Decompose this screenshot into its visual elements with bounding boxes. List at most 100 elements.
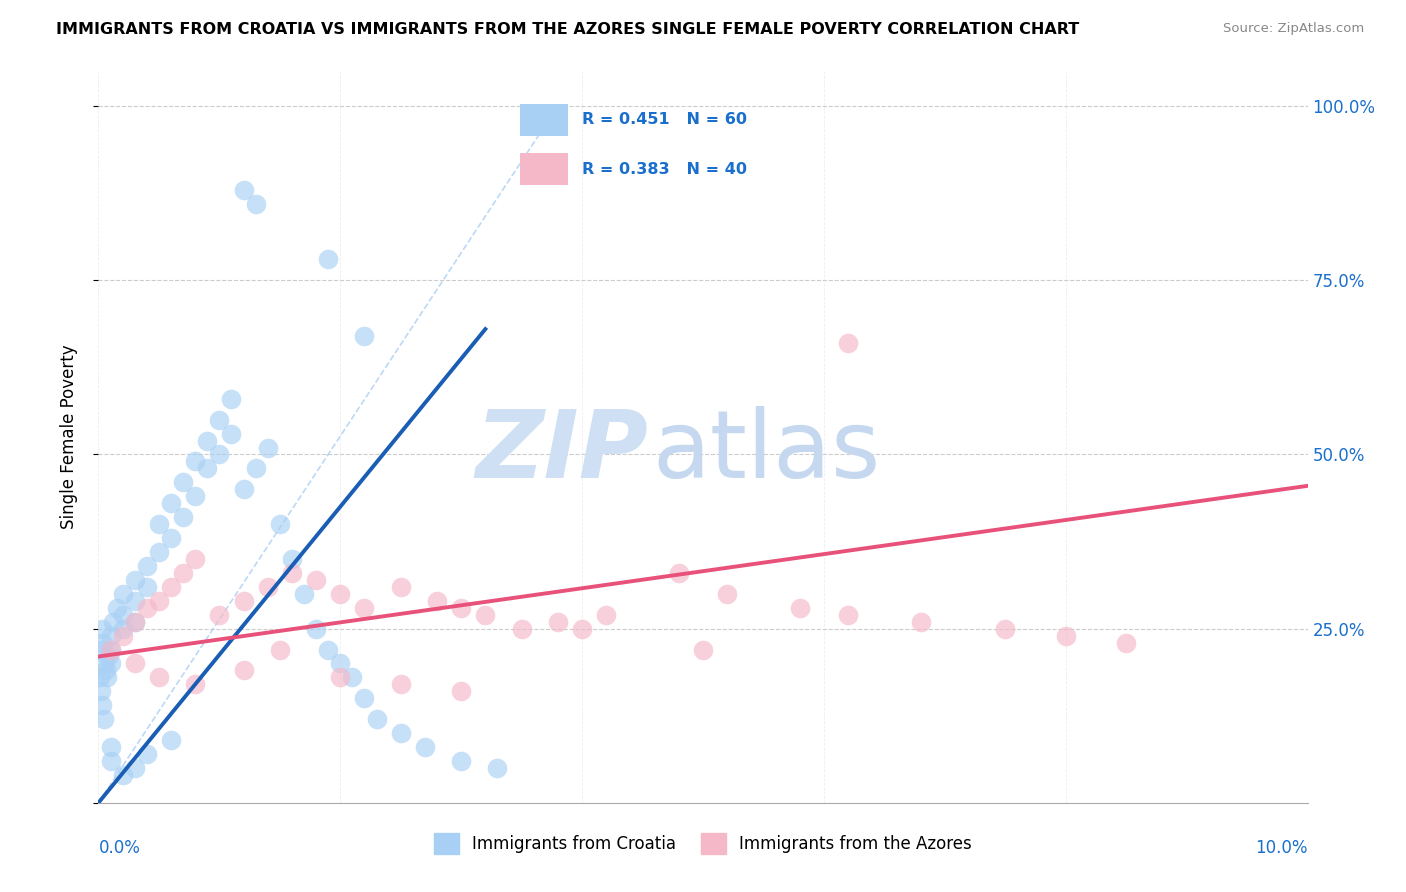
Point bbox=[837, 607, 859, 622]
Point bbox=[256, 441, 278, 455]
Point bbox=[474, 607, 496, 622]
Point bbox=[232, 664, 254, 678]
Point bbox=[172, 510, 194, 524]
Point bbox=[111, 629, 134, 643]
Point bbox=[160, 580, 183, 594]
Point bbox=[90, 684, 112, 698]
Point bbox=[716, 587, 738, 601]
Point bbox=[124, 594, 146, 608]
Point bbox=[366, 712, 388, 726]
Point bbox=[100, 740, 122, 755]
Point bbox=[329, 657, 352, 671]
Point bbox=[389, 580, 412, 594]
Point bbox=[692, 642, 714, 657]
Point bbox=[413, 740, 436, 755]
Point bbox=[329, 587, 352, 601]
Point bbox=[208, 448, 231, 462]
Point bbox=[101, 615, 124, 629]
Point bbox=[245, 461, 267, 475]
Point bbox=[195, 434, 218, 448]
Point bbox=[96, 670, 118, 684]
Point bbox=[94, 664, 117, 678]
Point bbox=[1115, 635, 1137, 649]
Text: atlas: atlas bbox=[652, 406, 880, 498]
Y-axis label: Single Female Poverty: Single Female Poverty bbox=[59, 345, 77, 529]
Point bbox=[100, 754, 122, 768]
Point bbox=[111, 587, 134, 601]
Point bbox=[571, 622, 593, 636]
Point bbox=[269, 642, 291, 657]
Point bbox=[172, 566, 194, 580]
Point bbox=[353, 691, 375, 706]
Point bbox=[100, 657, 122, 671]
Point bbox=[486, 761, 509, 775]
Point bbox=[595, 607, 617, 622]
Point bbox=[195, 461, 218, 475]
Point bbox=[232, 594, 254, 608]
Point bbox=[93, 712, 115, 726]
Point bbox=[668, 566, 690, 580]
Point bbox=[135, 600, 157, 615]
Point bbox=[184, 677, 207, 691]
Point bbox=[245, 196, 267, 211]
Point bbox=[450, 600, 472, 615]
Point bbox=[124, 615, 146, 629]
Point bbox=[124, 615, 146, 629]
Point bbox=[342, 670, 364, 684]
Point bbox=[124, 761, 146, 775]
Point bbox=[269, 517, 291, 532]
Point bbox=[837, 336, 859, 351]
Point bbox=[1054, 629, 1077, 643]
Point bbox=[232, 483, 254, 497]
Point bbox=[160, 531, 183, 545]
Point bbox=[124, 573, 146, 587]
Text: Source: ZipAtlas.com: Source: ZipAtlas.com bbox=[1223, 22, 1364, 36]
Point bbox=[124, 657, 146, 671]
Point bbox=[389, 677, 412, 691]
Point bbox=[281, 566, 304, 580]
Point bbox=[426, 594, 449, 608]
Point bbox=[389, 726, 412, 740]
Point bbox=[148, 670, 170, 684]
Point bbox=[91, 622, 114, 636]
Point bbox=[789, 600, 811, 615]
Point bbox=[184, 489, 207, 503]
Point bbox=[547, 615, 569, 629]
Point bbox=[97, 649, 120, 664]
Point bbox=[353, 329, 375, 343]
Point bbox=[281, 552, 304, 566]
Point bbox=[450, 684, 472, 698]
Point bbox=[111, 607, 134, 622]
Point bbox=[221, 392, 243, 406]
Point bbox=[329, 670, 352, 684]
Point bbox=[148, 594, 170, 608]
Point bbox=[305, 622, 328, 636]
Point bbox=[160, 496, 183, 510]
Point bbox=[91, 698, 114, 713]
Point bbox=[93, 657, 115, 671]
Point bbox=[208, 607, 231, 622]
Point bbox=[316, 642, 339, 657]
Point bbox=[148, 545, 170, 559]
Point bbox=[100, 642, 122, 657]
Point bbox=[90, 642, 112, 657]
Point bbox=[91, 635, 114, 649]
Point bbox=[910, 615, 932, 629]
Point bbox=[89, 670, 111, 684]
Point bbox=[160, 733, 183, 747]
Point bbox=[256, 580, 278, 594]
Point bbox=[100, 642, 122, 657]
Point bbox=[100, 629, 122, 643]
Text: ZIP: ZIP bbox=[475, 406, 648, 498]
Text: 10.0%: 10.0% bbox=[1256, 839, 1308, 857]
Legend: Immigrants from Croatia, Immigrants from the Azores: Immigrants from Croatia, Immigrants from… bbox=[427, 827, 979, 860]
Point bbox=[292, 587, 315, 601]
Point bbox=[510, 622, 533, 636]
Point bbox=[305, 573, 328, 587]
Point bbox=[111, 768, 134, 782]
Point bbox=[184, 552, 207, 566]
Point bbox=[994, 622, 1017, 636]
Point bbox=[111, 622, 134, 636]
Point bbox=[105, 600, 128, 615]
Point bbox=[135, 747, 157, 761]
